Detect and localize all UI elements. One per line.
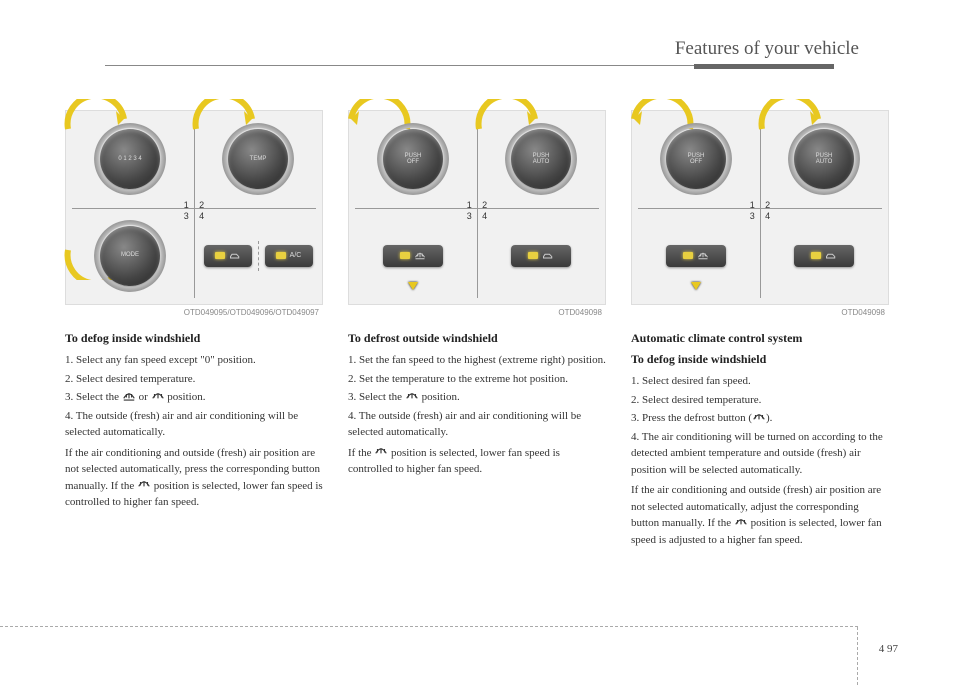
figure-cell: TEMP [194, 111, 322, 208]
figure-caption: OTD049095/OTD049096/OTD049097 [65, 305, 323, 317]
header-tab [694, 64, 834, 69]
content-columns: 0 1 2 3 4 1 TEMP 2 MODE 3A/C4 OTD049095/… [45, 110, 909, 550]
car-icon [229, 251, 241, 261]
defrost-floor-icon [414, 251, 426, 261]
car-icon [542, 251, 554, 261]
control-knob: PUSHOFF [666, 129, 726, 189]
pointer-arrow-icon [691, 282, 701, 290]
control-knob: 0 1 2 3 4 [100, 129, 160, 189]
text-column: PUSHOFF 1 PUSHAUTO 234 OTD049098 Automati… [631, 110, 889, 550]
instruction-line: 3. Press the defrost button (). [631, 410, 889, 427]
control-button [383, 245, 443, 267]
footer-dash-h [0, 626, 858, 627]
section-body: 1. Select any fan speed except "0" posit… [65, 352, 323, 511]
control-knob: PUSHOFF [383, 129, 443, 189]
instruction-tail: If the position is selected, lower fan s… [348, 445, 606, 478]
car-icon [825, 251, 837, 261]
defrost-icon [734, 517, 748, 528]
cell-number: 3 [184, 211, 189, 221]
text-column: 0 1 2 3 4 1 TEMP 2 MODE 3A/C4 OTD049095/… [65, 110, 323, 550]
led-indicator-icon [215, 252, 225, 259]
section-body: 1. Set the fan speed to the highest (ext… [348, 352, 606, 478]
page-number: 4 97 [879, 643, 898, 655]
instruction-line: 2. Select desired temperature. [65, 371, 323, 388]
header-title: Features of your vehicle [675, 38, 859, 60]
page: Features of your vehicle 0 1 2 3 4 1 TEM… [0, 0, 954, 685]
figure-cell: 0 1 2 3 4 [66, 111, 194, 208]
car-icon [542, 251, 554, 261]
instruction-line: 1. Select any fan speed except "0" posit… [65, 352, 323, 369]
instruction-line: 1. Set the fan speed to the highest (ext… [348, 352, 606, 369]
defrost-floor-icon [697, 251, 709, 261]
cell-number: 4 [199, 211, 204, 221]
instruction-tail: If the air conditioning and outside (fre… [631, 482, 889, 548]
defrost-icon [405, 391, 419, 402]
instruction-line: 4. The outside (fresh) air and air condi… [65, 408, 323, 441]
instruction-line: 2. Set the temperature to the extreme ho… [348, 371, 606, 388]
figure-cell: PUSHOFF [632, 111, 760, 208]
instruction-tail: If the air conditioning and outside (fre… [65, 445, 323, 511]
defrost-floor-icon [414, 251, 426, 261]
control-button: A/C [265, 245, 313, 267]
figure-cell [349, 208, 477, 305]
defrost-icon [137, 479, 151, 490]
defrost-floor-icon [122, 391, 136, 402]
page-header: Features of your vehicle [45, 0, 909, 70]
defrost-floor-icon [697, 251, 709, 261]
figure-cell [477, 208, 605, 305]
figure-caption: OTD049098 [348, 305, 606, 317]
figure-cell: PUSHAUTO [477, 111, 605, 208]
led-indicator-icon [400, 252, 410, 259]
led-indicator-icon [276, 252, 286, 259]
car-icon [825, 251, 837, 261]
button-divider [258, 241, 259, 271]
figure-cell: PUSHOFF [349, 111, 477, 208]
control-button [666, 245, 726, 267]
instruction-line: 1. Select desired fan speed. [631, 373, 889, 390]
control-button [511, 245, 571, 267]
defrost-icon [374, 446, 388, 457]
led-indicator-icon [528, 252, 538, 259]
control-diagram: 0 1 2 3 4 1 TEMP 2 MODE 3A/C4 [65, 110, 323, 305]
section-subtitle: To defog inside windshield [631, 352, 889, 367]
button-text: A/C [290, 252, 302, 259]
control-diagram: PUSHOFF 1 PUSHAUTO 234 [631, 110, 889, 305]
instruction-line: 2. Select desired temperature. [631, 392, 889, 409]
cell-number: 3 [467, 211, 472, 221]
instruction-line: 3. Select the or position. [65, 389, 323, 406]
section-body: 1. Select desired fan speed. 2. Select de… [631, 373, 889, 548]
figure-cell: PUSHAUTO [760, 111, 888, 208]
section-title: To defog inside windshield [65, 331, 323, 346]
control-knob: PUSHAUTO [794, 129, 854, 189]
led-indicator-icon [683, 252, 693, 259]
control-knob: TEMP [228, 129, 288, 189]
figure-cell [632, 208, 760, 305]
control-knob: PUSHAUTO [511, 129, 571, 189]
control-button [794, 245, 854, 267]
text-column: PUSHOFF 1 PUSHAUTO 234 OTD049098 To defro… [348, 110, 606, 550]
defrost-icon [151, 391, 165, 402]
figure-caption: OTD049098 [631, 305, 889, 317]
cell-number: 3 [750, 211, 755, 221]
car-icon [229, 251, 241, 261]
figure-cell: MODE [66, 208, 194, 305]
figure-cell [760, 208, 888, 305]
led-indicator-icon [811, 252, 821, 259]
instruction-line: 3. Select the position. [348, 389, 606, 406]
footer-dash-v [857, 627, 858, 685]
section-title: To defrost outside windshield [348, 331, 606, 346]
instruction-line: 4. The outside (fresh) air and air condi… [348, 408, 606, 441]
cell-number: 4 [765, 211, 770, 221]
pointer-arrow-icon [408, 282, 418, 290]
control-button [204, 245, 252, 267]
control-knob: MODE [100, 226, 160, 286]
cell-number: 4 [482, 211, 487, 221]
defrost-icon [752, 412, 766, 423]
figure-cell: A/C [194, 208, 322, 305]
section-title: Automatic climate control system [631, 331, 889, 346]
instruction-line: 4. The air conditioning will be turned o… [631, 429, 889, 479]
control-diagram: PUSHOFF 1 PUSHAUTO 234 [348, 110, 606, 305]
